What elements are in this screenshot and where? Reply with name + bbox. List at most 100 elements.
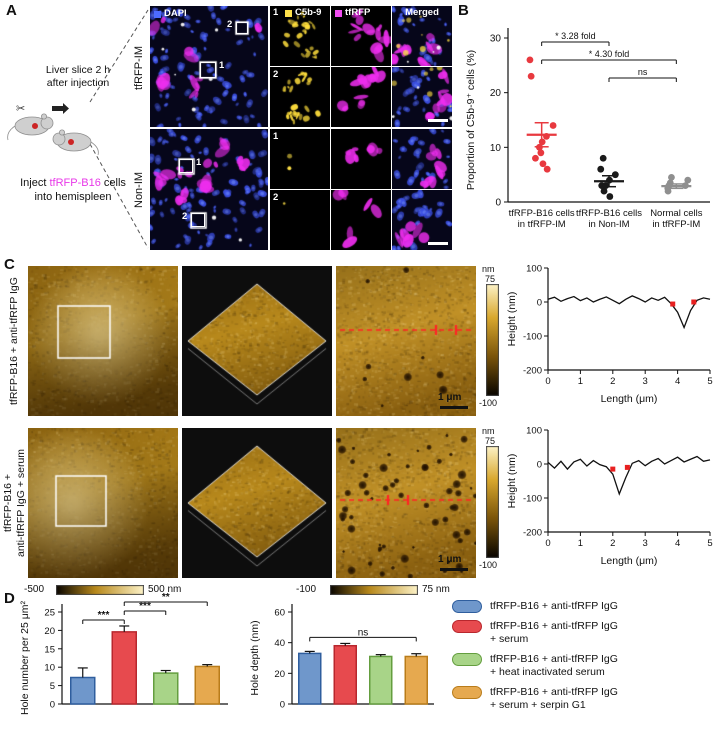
micro-merged-im-2 xyxy=(392,67,452,127)
svg-text:* 4.30 fold: * 4.30 fold xyxy=(589,49,630,59)
afm-colorbar-igg xyxy=(486,284,499,396)
scissors-icon: ✂ xyxy=(16,103,25,115)
caption-line1: Liver slice 2 h xyxy=(45,64,111,76)
height-scale-left xyxy=(56,585,144,595)
inset-number: 1 xyxy=(196,157,202,168)
c5b9-color-swatch xyxy=(285,9,292,17)
scale-left-min: -500 xyxy=(24,584,45,595)
caption-line2: after injection xyxy=(46,77,110,89)
svg-text:***: *** xyxy=(98,610,110,621)
svg-text:Proportion of C5b-9⁺ cells (%): Proportion of C5b-9⁺ cells (%) xyxy=(465,50,477,190)
svg-text:Hole number per 25 μm²: Hole number per 25 μm² xyxy=(19,600,31,715)
colorbar-max: 75 xyxy=(485,274,496,284)
tfrfp-color-swatch xyxy=(335,9,342,17)
colorbar-min: -100 xyxy=(479,398,498,408)
afm-zoom-igg xyxy=(336,266,476,416)
svg-text:in tfRFP-IM: in tfRFP-IM xyxy=(518,219,566,230)
legend-item: tfRFP-B16 + anti-tfRFP IgG + heat inactiv… xyxy=(452,653,718,679)
scale-right-min: -100 xyxy=(296,584,317,595)
svg-text:100: 100 xyxy=(526,426,542,437)
inject-suffix: cells xyxy=(100,177,126,189)
svg-text:3: 3 xyxy=(643,538,648,549)
micro-c5b9-im-1 xyxy=(270,6,330,66)
svg-text:**: ** xyxy=(162,592,170,603)
inject-caption: Inject tfRFP-B16 cells into hemispleen xyxy=(0,176,146,204)
svg-text:tfRFP-B16 cells: tfRFP-B16 cells xyxy=(576,208,642,219)
svg-text:Normal cells: Normal cells xyxy=(650,208,703,219)
scale-bar xyxy=(428,242,448,245)
svg-text:4: 4 xyxy=(675,538,680,549)
micro-c5b9-im-2 xyxy=(270,67,330,127)
scale-right-max: 75 nm xyxy=(422,584,450,595)
svg-text:tfRFP-B16 cells: tfRFP-B16 cells xyxy=(509,208,575,219)
inset-box xyxy=(200,62,216,78)
afm-3d-serum xyxy=(182,428,332,578)
colorbar-unit: nm xyxy=(482,426,495,436)
legend-label: tfRFP-B16 + anti-tfRFP IgG + heat inactiv… xyxy=(490,653,618,678)
svg-text:5: 5 xyxy=(50,681,55,692)
height-scale-right xyxy=(330,585,418,595)
afm-zoom-serum xyxy=(336,428,476,578)
svg-text:-200: -200 xyxy=(523,366,542,377)
merged-col-header: Merged xyxy=(405,7,439,18)
svg-text:in Non-IM: in Non-IM xyxy=(588,219,629,230)
dapi-color-swatch xyxy=(154,10,161,18)
micro-c5b9-non-2 xyxy=(270,190,330,250)
svg-text:1: 1 xyxy=(578,538,583,549)
legend-item: tfRFP-B16 + anti-tfRFP IgG + serum xyxy=(452,620,718,646)
svg-text:20: 20 xyxy=(44,626,55,637)
micro-merged-non-1 xyxy=(392,129,452,189)
arrow-icon xyxy=(52,103,69,114)
svg-text:2: 2 xyxy=(610,538,615,549)
svg-text:30: 30 xyxy=(490,34,502,45)
legend-label: tfRFP-B16 + anti-tfRFP IgG + serum + serp… xyxy=(490,686,618,711)
afm-row2-label-line2: anti-tfRFP IgG + serum xyxy=(15,448,27,558)
inject-cells-highlight: tfRFP-B16 xyxy=(49,177,101,189)
micro-overview-non-im xyxy=(150,129,268,250)
svg-text:0: 0 xyxy=(50,700,55,711)
svg-text:10: 10 xyxy=(44,663,55,674)
legend-item: tfRFP-B16 + anti-tfRFP IgG + serum + serp… xyxy=(452,686,718,712)
legend-item: tfRFP-B16 + anti-tfRFP IgG xyxy=(452,600,718,613)
scale-left-max: 500 nm xyxy=(148,584,182,595)
inset-number: 1 xyxy=(219,60,225,71)
micro-merged-non-2 xyxy=(392,190,452,250)
afm-scalebar-label: 1 μm xyxy=(438,554,462,565)
afm-scalebar xyxy=(440,568,468,571)
svg-text:5: 5 xyxy=(707,538,712,549)
inset-number: 2 xyxy=(273,192,279,203)
svg-text:0: 0 xyxy=(280,700,285,711)
afm-scalebar xyxy=(440,406,468,409)
svg-text:Hole depth (nm): Hole depth (nm) xyxy=(249,620,261,695)
inset-number: 2 xyxy=(273,69,279,80)
spleen-dot xyxy=(68,139,74,145)
svg-text:* 3.28 fold: * 3.28 fold xyxy=(555,31,596,41)
afm-scalebar-label: 1 μm xyxy=(438,392,462,403)
svg-text:-200: -200 xyxy=(523,528,542,539)
svg-text:-100: -100 xyxy=(523,494,542,505)
svg-text:40: 40 xyxy=(274,638,285,649)
afm-colorbar-serum xyxy=(486,446,499,558)
svg-text:0: 0 xyxy=(537,460,542,471)
inset-number: 1 xyxy=(273,7,279,18)
legend-label: tfRFP-B16 + anti-tfRFP IgG xyxy=(490,600,618,612)
micro-tfrfp-im-2 xyxy=(331,67,391,127)
panel-b-label: B xyxy=(458,2,469,19)
svg-text:20: 20 xyxy=(490,88,502,99)
svg-text:2: 2 xyxy=(610,376,615,387)
schematic-caption: Liver slice 2 h after injection xyxy=(20,64,136,90)
svg-text:20: 20 xyxy=(274,669,285,680)
panel-d-label: D xyxy=(4,590,15,607)
svg-text:10: 10 xyxy=(490,143,502,154)
inset-box xyxy=(179,159,193,173)
micro-tfrfp-non-2 xyxy=(331,190,391,250)
dapi-label: DAPI xyxy=(164,8,187,19)
afm-row2-label-line1: tfRFP-B16 + xyxy=(2,473,14,533)
afm-3d-igg xyxy=(182,266,332,416)
svg-text:4: 4 xyxy=(675,376,680,387)
legend-swatch xyxy=(452,686,482,699)
svg-text:Length (μm): Length (μm) xyxy=(601,555,658,567)
svg-text:0: 0 xyxy=(537,298,542,309)
